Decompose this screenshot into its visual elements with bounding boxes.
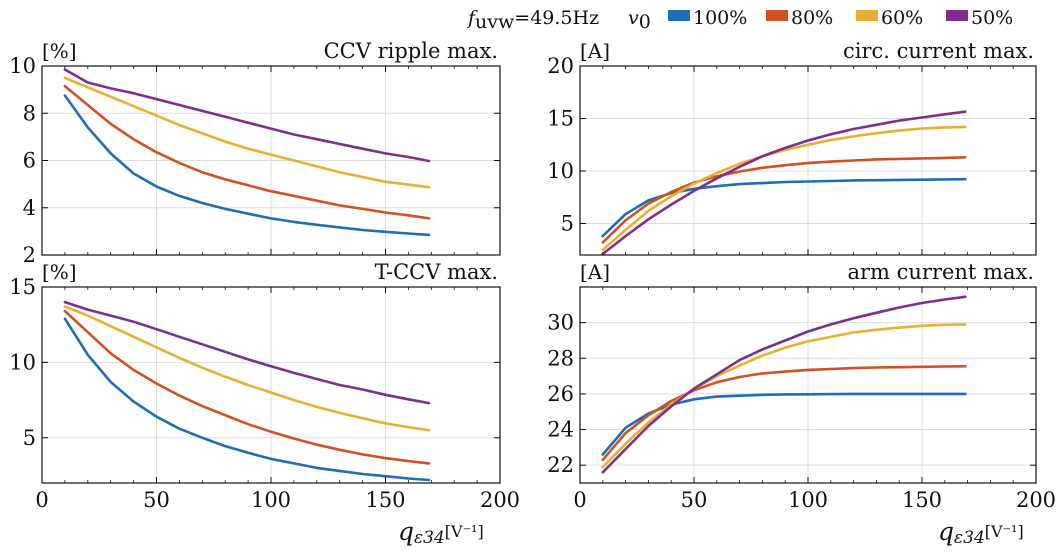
series-line-100pct — [601, 177, 967, 238]
panel-title: circ. current max. — [843, 39, 1034, 63]
series-line-80pct — [601, 364, 967, 462]
legend-swatch — [856, 10, 878, 21]
y-tick-label: 2 — [23, 243, 36, 267]
legend-swatch — [668, 10, 690, 21]
series-line-80pct — [601, 156, 967, 244]
series-line-80pct — [63, 84, 431, 220]
panel-title: CCV ripple max. — [324, 39, 498, 63]
series-line-60pct — [63, 76, 431, 189]
panel-title: arm current max. — [847, 260, 1034, 284]
y-tick-label: 22 — [547, 453, 574, 477]
panel-circ-current: 5 10 15 20 circ. current max. [A] — [547, 39, 1037, 256]
y-tick-label: 6 — [23, 149, 36, 173]
panel-arm-current: 22 24 26 28 30 0 50 100 150 200 arm current max. [A… — [547, 260, 1056, 512]
series-line-100pct — [63, 94, 431, 237]
y-tick-label: 28 — [547, 346, 574, 370]
panel-unit: [%] — [42, 39, 77, 63]
x-tick-label: 100 — [251, 488, 291, 512]
panel-ccv-ripple: 2 4 6 8 10 CCV ripple max. [%] — [9, 39, 501, 267]
series-line-50pct — [601, 110, 967, 256]
y-tick-label: 8 — [23, 101, 36, 125]
y-tick-label: 15 — [9, 275, 36, 299]
x-tick-label: 200 — [480, 488, 520, 512]
x-tick-label: 0 — [573, 488, 586, 512]
series-line-100pct — [63, 317, 431, 482]
y-tick-label: 10 — [9, 54, 36, 78]
y-tick-label: 26 — [547, 382, 574, 406]
y-tick-label: 30 — [547, 311, 574, 335]
y-tick-label: 5 — [23, 426, 36, 450]
y-tick-label: 24 — [547, 418, 574, 442]
x-tick-label: 100 — [788, 488, 828, 512]
legend-frequency-label: fuvw=49.5Hz — [466, 7, 599, 33]
legend: fuvw=49.5Hz v0 100% 80% 60% 50% — [466, 7, 1013, 33]
series-line-50pct — [63, 300, 431, 405]
series-line-60pct — [63, 305, 431, 432]
x-axis-label-left: qε34[V⁻¹] — [398, 517, 484, 548]
legend-entry-label: 60% — [881, 7, 923, 29]
series-line-60pct — [601, 323, 967, 469]
legend-entry-label: 80% — [791, 7, 833, 29]
legend-swatch — [946, 10, 968, 21]
series-line-60pct — [601, 125, 967, 252]
legend-entry-label: 50% — [971, 7, 1013, 29]
legend-swatch — [766, 10, 788, 21]
x-tick-label: 0 — [35, 488, 48, 512]
y-tick-label: 20 — [547, 54, 574, 78]
series-line-80pct — [63, 309, 431, 465]
panel-title: T-CCV max. — [375, 260, 498, 284]
y-tick-label: 10 — [9, 350, 36, 374]
y-tick-label: 4 — [23, 196, 36, 220]
legend-entry-label: 100% — [693, 7, 747, 29]
legend-items: 100% 80% 60% 50% — [668, 7, 1013, 29]
x-tick-label: 150 — [365, 488, 405, 512]
x-tick-label: 200 — [1016, 488, 1056, 512]
x-tick-label: 150 — [902, 488, 942, 512]
series-line-50pct — [601, 295, 967, 474]
y-tick-label: 15 — [547, 107, 574, 131]
panel-unit: [A] — [580, 260, 610, 284]
y-tick-label: 5 — [561, 212, 574, 236]
panel-unit: [A] — [580, 39, 610, 63]
y-tick-label: 10 — [547, 159, 574, 183]
x-tick-label: 50 — [143, 488, 170, 512]
legend-v0-label: v0 — [628, 7, 651, 33]
x-axis-label-right: qε34[V⁻¹] — [938, 517, 1024, 548]
x-tick-label: 50 — [681, 488, 708, 512]
series-line-100pct — [601, 392, 967, 456]
panel-unit: [%] — [42, 260, 77, 284]
series-line-50pct — [63, 68, 431, 163]
